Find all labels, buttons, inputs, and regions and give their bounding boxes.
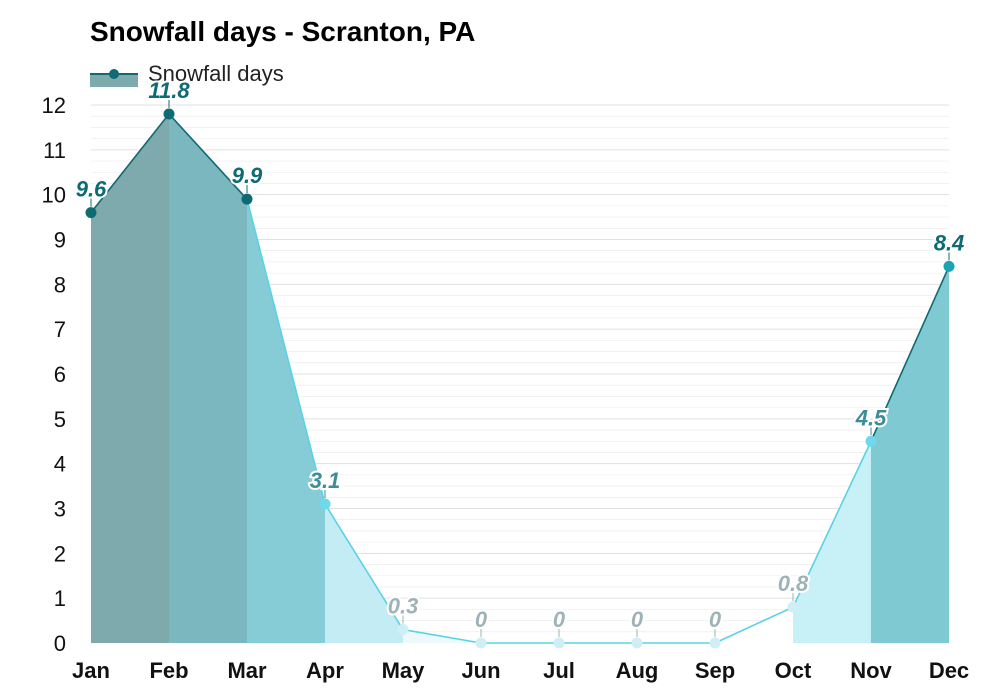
legend-label: Snowfall days [148, 61, 284, 86]
x-axis-ticks: Jan Feb Mar Apr May Jun Jul Aug Sep Oct Nov Dec [72, 658, 969, 683]
data-point-mar[interactable] [241, 193, 253, 205]
y-tick-label: 2 [54, 541, 66, 566]
x-tick-label-jan: Jan [72, 658, 110, 683]
data-label-oct: 0.8 [778, 571, 809, 596]
line-segment-nov [870, 266, 950, 442]
line-segment-apr [324, 503, 404, 630]
legend-swatch-fill [90, 74, 138, 87]
line-segment-oct [792, 440, 872, 608]
data-label-dec: 8.4 [934, 230, 965, 255]
area-segment-apr [325, 504, 403, 643]
data-label-apr: 3.1 [310, 468, 341, 493]
area-layer [91, 113, 949, 643]
x-tick-label-jul: Jul [543, 658, 575, 683]
x-tick-label-may: May [382, 658, 426, 683]
data-point-may[interactable] [397, 624, 409, 636]
y-tick-label: 11 [43, 138, 66, 163]
y-tick-label: 9 [54, 228, 66, 253]
line-segment-mar [246, 198, 326, 505]
area-segment-oct [793, 441, 871, 643]
x-tick-label-dec: Dec [929, 658, 969, 683]
area-segment-jan [91, 113, 169, 643]
data-label-jul: 0 [553, 607, 566, 632]
chart-title: Snowfall days - Scranton, PA [90, 16, 476, 47]
line-segment-sep [714, 606, 794, 644]
area-segment-nov [871, 266, 949, 643]
y-tick-label: 4 [54, 452, 66, 477]
data-label-mar: 9.9 [232, 163, 263, 188]
legend-swatch-icon [90, 69, 138, 87]
area-segment-mar [247, 199, 325, 643]
data-point-dec[interactable] [943, 260, 955, 272]
y-tick-label: 7 [54, 317, 66, 342]
x-tick-label-aug: Aug [616, 658, 659, 683]
data-label-jun: 0 [475, 607, 488, 632]
data-labels: 9.6 11.8 9.9 3.1 0.3 0 0 0 0 0.8 4.5 8.4 [74, 76, 966, 637]
data-point-jan[interactable] [85, 207, 97, 219]
y-tick-label: 1 [54, 586, 66, 611]
x-tick-label-mar: Mar [227, 658, 267, 683]
data-point-apr[interactable] [319, 498, 331, 510]
x-tick-label-nov: Nov [850, 658, 892, 683]
area-segment-feb [169, 113, 247, 643]
point-layer [85, 108, 955, 649]
line-segment-may [402, 628, 482, 644]
y-tick-label: 10 [42, 183, 66, 208]
data-point-aug[interactable] [631, 637, 643, 649]
y-tick-label: 3 [54, 497, 66, 522]
data-label-sep: 0 [709, 607, 722, 632]
legend-swatch-marker [109, 69, 119, 79]
y-tick-label: 12 [42, 93, 66, 118]
y-tick-label: 5 [54, 407, 66, 432]
data-point-jul[interactable] [553, 637, 565, 649]
data-point-jun[interactable] [475, 637, 487, 649]
x-tick-label-sep: Sep [695, 658, 735, 683]
data-label-may: 0.3 [388, 594, 419, 619]
data-label-feb: 11.8 [148, 78, 190, 103]
line-segment-feb [168, 113, 248, 200]
y-tick-label: 8 [54, 272, 66, 297]
data-point-feb[interactable] [163, 108, 175, 120]
x-tick-label-apr: Apr [306, 658, 344, 683]
data-point-oct[interactable] [787, 601, 799, 613]
line-layer [90, 113, 950, 644]
y-tick-label: 6 [54, 362, 66, 387]
data-point-nov[interactable] [865, 435, 877, 447]
x-tick-label-oct: Oct [775, 658, 812, 683]
data-label-jan: 9.6 [76, 177, 107, 202]
y-tick-label: 0 [54, 631, 66, 656]
data-point-sep[interactable] [709, 637, 721, 649]
data-label-nov: 4.5 [855, 405, 887, 430]
x-tick-label-jun: Jun [461, 658, 500, 683]
data-label-aug: 0 [631, 607, 644, 632]
line-segment-jan [90, 113, 170, 214]
x-tick-label-feb: Feb [149, 658, 188, 683]
legend[interactable]: Snowfall days [90, 60, 284, 88]
